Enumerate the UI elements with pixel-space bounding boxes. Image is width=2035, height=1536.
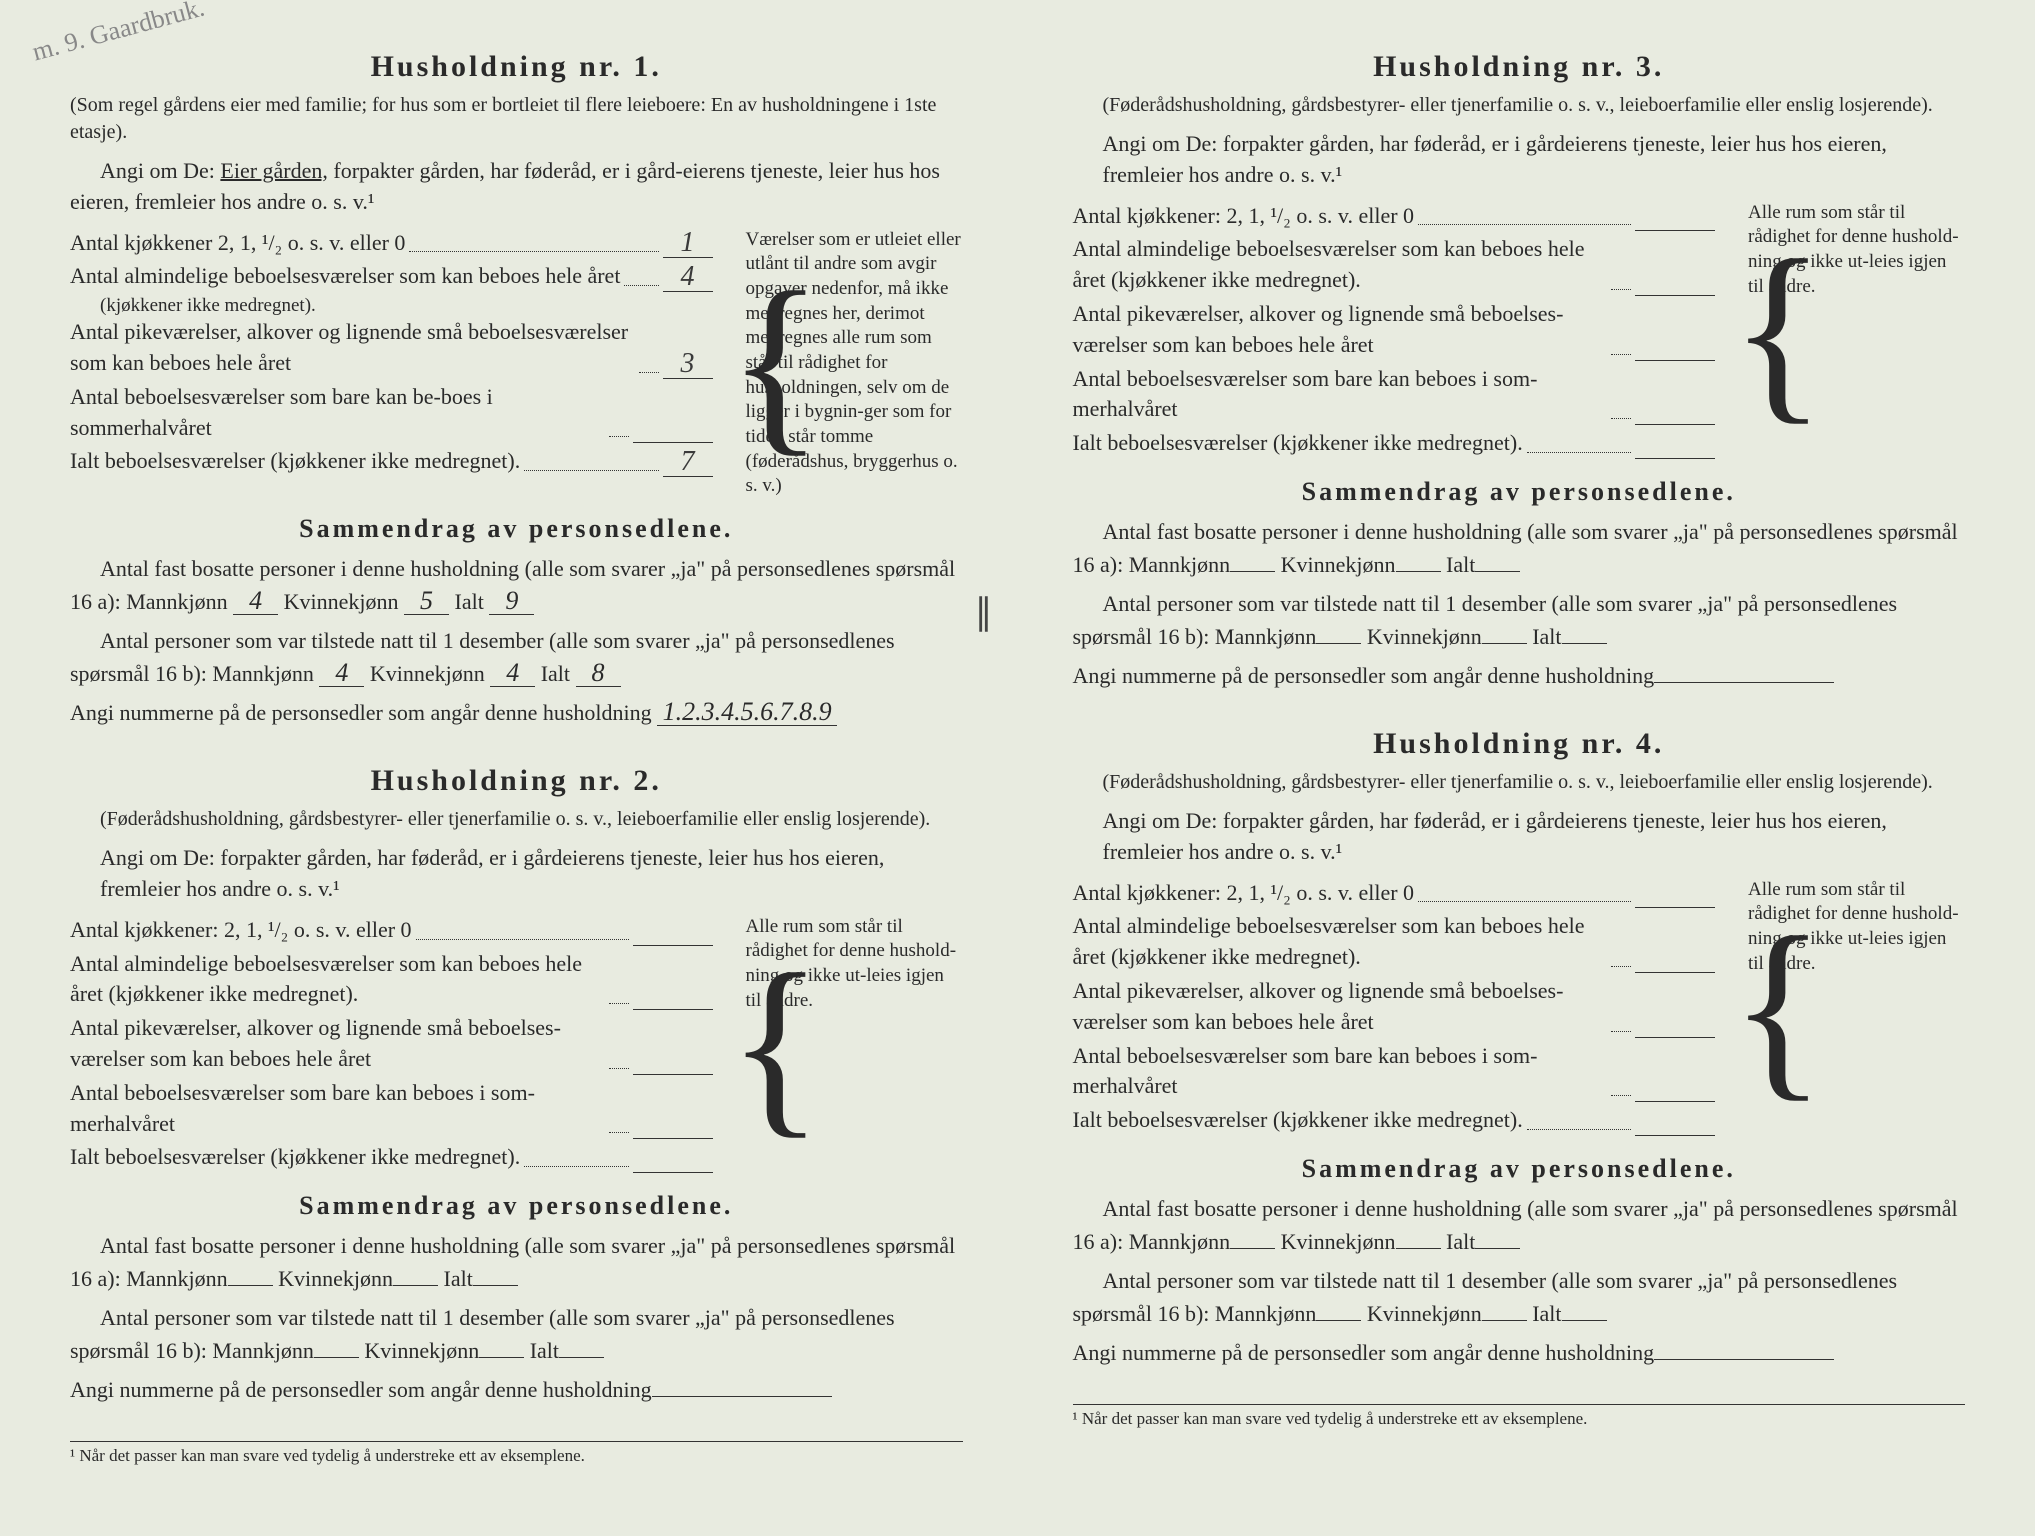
footnote-right: ¹ Når det passer kan man svare ved tydel… — [1073, 1404, 1966, 1429]
h1-alm: Antal almindelige beboelsesværelser som … — [70, 261, 713, 292]
brace-icon: { — [728, 915, 824, 1176]
footnote-left: ¹ Når det passer kan man svare ved tydel… — [70, 1441, 963, 1466]
tick-mark: ∥ — [975, 585, 993, 639]
household-3: Husholdning nr. 3. (Føderådshusholdning,… — [1073, 50, 1966, 692]
h1-subtitle: (Som regel gårdens eier med familie; for… — [70, 92, 963, 146]
h1-pike: Antal pikeværelser, alkover og lignende … — [70, 317, 713, 379]
household-4: Husholdning nr. 4. (Føderådshusholdning,… — [1073, 727, 1966, 1369]
h2-title: Husholdning nr. 2. — [70, 764, 963, 798]
h2-angi: Angi om De: forpakter gården, har føderå… — [70, 843, 963, 905]
h1-form: Antal kjøkkener 2, 1, ¹/₂ o. s. v. eller… — [70, 228, 963, 500]
household-1: Husholdning nr. 1. (Som regel gårdens ei… — [70, 50, 963, 729]
household-2: Husholdning nr. 2. (Føderådshusholdning,… — [70, 764, 963, 1406]
h1-sommer: Antal beboelsesværelser som bare kan be-… — [70, 382, 713, 444]
h4-title: Husholdning nr. 4. — [1073, 727, 1966, 761]
h1-angi: Angi om De: Eier gården, forpakter gårde… — [70, 156, 963, 218]
brace-icon: { — [1730, 201, 1826, 462]
brace-icon: { — [1730, 878, 1826, 1139]
h1-sidebar: { Værelser som er utleiet eller utlånt t… — [728, 228, 963, 500]
left-page: m. 9. Gaardbruk. Husholdning nr. 1. (Som… — [60, 30, 973, 1506]
brace-icon: { — [728, 228, 824, 500]
h3-title: Husholdning nr. 3. — [1073, 50, 1966, 84]
right-page: Husholdning nr. 3. (Føderådshusholdning,… — [1063, 30, 1976, 1506]
h2-form: Antal kjøkkener: 2, 1, ¹/₂ o. s. v. elle… — [70, 915, 963, 1176]
h1-ialt: Ialt beboelsesværelser (kjøkkener ikke m… — [70, 446, 713, 477]
h1-s16b: Antal personer som var tilstede natt til… — [70, 624, 963, 690]
h2-subtitle: (Føderådshusholdning, gårdsbestyrer- ell… — [70, 806, 963, 833]
h1-summary-title: Sammendrag av personsedlene. — [70, 514, 963, 544]
h1-numbers: Angi nummerne på de personsedler som ang… — [70, 696, 963, 729]
h1-kjokken: Antal kjøkkener 2, 1, ¹/₂ o. s. v. eller… — [70, 228, 713, 259]
h1-s16a: Antal fast bosatte personer i denne hush… — [70, 552, 963, 618]
h1-title: Husholdning nr. 1. — [70, 50, 963, 84]
